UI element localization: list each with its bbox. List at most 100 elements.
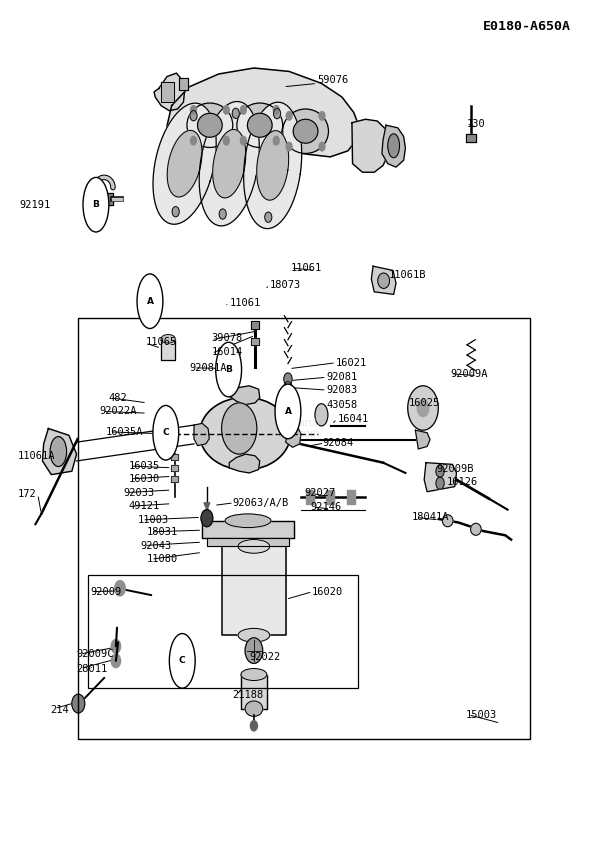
Circle shape xyxy=(191,105,196,114)
Text: 18031: 18031 xyxy=(147,527,178,536)
Polygon shape xyxy=(42,428,77,475)
Circle shape xyxy=(224,105,230,114)
Circle shape xyxy=(284,373,292,385)
Text: 92081A: 92081A xyxy=(189,363,227,373)
Text: 21188: 21188 xyxy=(232,690,263,700)
Circle shape xyxy=(319,111,325,120)
Circle shape xyxy=(111,654,120,668)
Text: 18073: 18073 xyxy=(270,280,301,290)
Polygon shape xyxy=(194,423,209,446)
Text: 92146: 92146 xyxy=(311,502,342,512)
Polygon shape xyxy=(424,463,457,492)
Text: 18041A: 18041A xyxy=(411,512,449,522)
Text: 11065: 11065 xyxy=(145,337,176,347)
Polygon shape xyxy=(161,339,175,360)
Circle shape xyxy=(274,109,281,119)
Circle shape xyxy=(111,639,120,653)
Circle shape xyxy=(245,638,263,663)
Polygon shape xyxy=(222,547,286,635)
Text: eResearch
Parts.com: eResearch Parts.com xyxy=(270,417,320,440)
Text: 28011: 28011 xyxy=(76,663,107,674)
Text: 92022A: 92022A xyxy=(100,406,137,417)
Text: 16035A: 16035A xyxy=(106,427,143,437)
Text: 92043: 92043 xyxy=(140,541,171,550)
Bar xyxy=(88,574,358,688)
Ellipse shape xyxy=(216,342,241,397)
Polygon shape xyxy=(213,129,246,198)
Ellipse shape xyxy=(293,119,318,143)
Text: 16041: 16041 xyxy=(337,414,369,424)
Polygon shape xyxy=(415,430,430,449)
Text: 16035: 16035 xyxy=(128,461,159,471)
Bar xyxy=(171,465,178,471)
Text: 43058: 43058 xyxy=(326,400,358,411)
Circle shape xyxy=(319,142,325,151)
Text: C: C xyxy=(179,656,186,665)
Text: 92027: 92027 xyxy=(304,488,336,498)
Bar xyxy=(326,490,335,504)
Ellipse shape xyxy=(247,113,272,137)
Ellipse shape xyxy=(238,628,270,642)
Text: 92009: 92009 xyxy=(91,587,122,596)
Polygon shape xyxy=(179,78,188,90)
Bar xyxy=(78,318,530,740)
Bar xyxy=(171,476,178,482)
Ellipse shape xyxy=(199,398,291,470)
Text: 16020: 16020 xyxy=(312,587,343,596)
Ellipse shape xyxy=(471,524,481,536)
Polygon shape xyxy=(241,674,267,709)
Text: 16021: 16021 xyxy=(336,357,368,368)
Polygon shape xyxy=(167,68,359,157)
Circle shape xyxy=(417,399,429,417)
Text: 59076: 59076 xyxy=(317,75,349,85)
Ellipse shape xyxy=(187,103,232,147)
Ellipse shape xyxy=(238,540,270,554)
Circle shape xyxy=(172,207,179,217)
Polygon shape xyxy=(154,73,185,111)
Circle shape xyxy=(190,111,197,121)
Circle shape xyxy=(201,510,213,527)
Circle shape xyxy=(273,136,279,145)
Text: 16030: 16030 xyxy=(128,474,159,484)
Ellipse shape xyxy=(225,514,271,528)
Circle shape xyxy=(408,386,438,430)
Ellipse shape xyxy=(137,274,163,328)
Polygon shape xyxy=(286,425,301,447)
Text: 172: 172 xyxy=(18,489,37,500)
Text: 92009C: 92009C xyxy=(76,649,113,659)
Polygon shape xyxy=(230,454,260,473)
Ellipse shape xyxy=(237,103,283,147)
Polygon shape xyxy=(371,267,396,295)
Ellipse shape xyxy=(198,113,222,137)
Text: 49121: 49121 xyxy=(128,501,159,512)
Ellipse shape xyxy=(442,515,453,527)
Circle shape xyxy=(273,105,279,114)
Polygon shape xyxy=(199,101,259,226)
Text: 11061A: 11061A xyxy=(18,451,55,461)
Ellipse shape xyxy=(388,134,399,158)
Polygon shape xyxy=(167,130,202,197)
Bar xyxy=(251,338,259,345)
Text: 92009B: 92009B xyxy=(436,464,473,474)
Polygon shape xyxy=(382,125,405,167)
Text: 11061: 11061 xyxy=(291,263,322,273)
Circle shape xyxy=(224,136,230,145)
Polygon shape xyxy=(106,193,113,205)
Text: 92033: 92033 xyxy=(123,488,154,498)
Text: 15003: 15003 xyxy=(466,710,497,720)
Text: 16025: 16025 xyxy=(408,398,440,408)
Circle shape xyxy=(286,142,292,151)
Text: 11061: 11061 xyxy=(230,298,260,308)
Circle shape xyxy=(222,403,257,454)
Circle shape xyxy=(436,465,444,477)
Ellipse shape xyxy=(50,436,67,466)
Polygon shape xyxy=(352,119,389,172)
Text: 16126: 16126 xyxy=(447,477,478,488)
Text: 92191: 92191 xyxy=(19,200,50,210)
Text: 92063/A/B: 92063/A/B xyxy=(232,498,289,508)
Text: A: A xyxy=(146,297,153,306)
Text: 11061B: 11061B xyxy=(389,270,427,279)
Bar xyxy=(306,490,314,504)
Text: 130: 130 xyxy=(467,118,485,129)
Ellipse shape xyxy=(275,384,301,439)
